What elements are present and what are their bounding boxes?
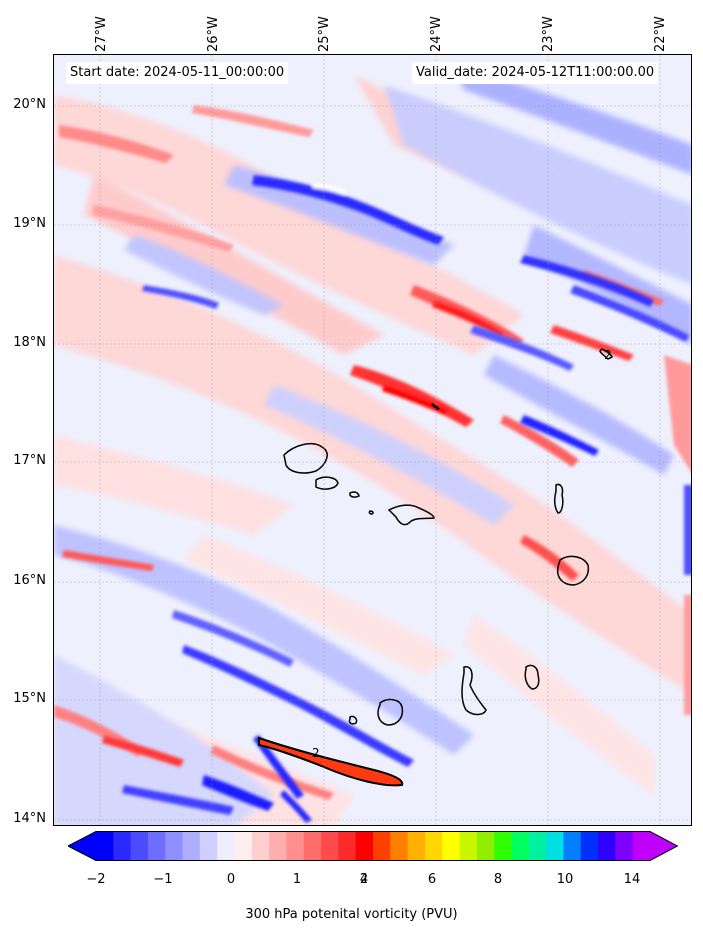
lat-label: 17°N — [13, 453, 46, 468]
lat-label: 19°N — [13, 216, 46, 231]
colorbar-bin — [130, 831, 149, 861]
pv-field: 2 2 — [54, 55, 691, 825]
colorbar-bin — [355, 831, 374, 861]
graticule — [54, 55, 691, 825]
colorbar-tick: −2 — [86, 872, 106, 887]
colorbar-extend-min — [68, 831, 96, 861]
colorbar-bin — [424, 831, 443, 861]
colorbar-bin — [338, 831, 357, 861]
lon-label: 24°W — [429, 16, 444, 52]
colorbar-tick: 10 — [556, 872, 574, 887]
colorbar-bin — [303, 831, 322, 861]
colorbar-tick: 4 — [359, 872, 369, 887]
colorbar-tick: 6 — [427, 872, 437, 887]
colorbar-tick: 1 — [292, 872, 302, 887]
colorbar-label: 300 hPa potenital vorticity (PVU) — [245, 907, 458, 922]
colorbar-bin — [528, 831, 547, 861]
colorbar-bin — [476, 831, 495, 861]
contour-label: 2 — [604, 348, 612, 362]
lat-label: 15°N — [13, 691, 46, 706]
lon-label: 27°W — [94, 16, 109, 52]
colorbar-bin — [580, 831, 599, 861]
colorbar-bin — [442, 831, 461, 861]
colorbar-bin — [286, 831, 305, 861]
colorbar-bin — [407, 831, 426, 861]
pv-map: 2 2 — [53, 54, 692, 826]
lon-label: 23°W — [541, 16, 556, 52]
colorbar-outline — [66, 831, 679, 861]
colorbar-bin — [615, 831, 634, 861]
colorbar-bin — [234, 831, 253, 861]
lat-label: 18°N — [13, 335, 46, 350]
colorbar-bin — [546, 831, 564, 861]
lat-label: 14°N — [13, 811, 46, 826]
pv-contour-filament — [258, 736, 404, 787]
colorbar-tick: 2 — [359, 872, 369, 887]
colorbar-tick: 14 — [623, 872, 641, 887]
colorbar-bin — [563, 831, 582, 861]
colorbar-bin — [494, 831, 512, 861]
start-date-label: Start date: 2024-05-11_00:00:00 — [66, 62, 289, 84]
colorbar-bin — [511, 831, 530, 861]
colorbar-bin — [113, 831, 132, 861]
colorbar-bin — [165, 831, 184, 861]
colorbar-bin — [199, 831, 218, 861]
colorbar-bin — [598, 831, 616, 861]
colorbar-bin — [96, 831, 114, 861]
colorbar — [66, 831, 679, 861]
coastlines — [283, 443, 590, 726]
colorbar-bin — [632, 831, 651, 861]
lon-label: 25°W — [317, 16, 332, 52]
lat-label: 20°N — [13, 97, 46, 112]
colorbar-extend-max — [650, 831, 678, 861]
colorbar-bin — [459, 831, 478, 861]
colorbar-bin — [217, 831, 235, 861]
lon-label: 26°W — [206, 16, 221, 52]
colorbar-bin — [147, 831, 166, 861]
colorbar-bin — [373, 831, 391, 861]
colorbar-tick: −1 — [153, 872, 173, 887]
valid-date-label: Valid_date: 2024-05-12T11:00:00.00 — [412, 62, 659, 84]
colorbar-svg — [66, 831, 679, 861]
colorbar-bin — [321, 831, 339, 861]
colorbar-bin — [251, 831, 270, 861]
colorbar-bin — [269, 831, 287, 861]
lon-label: 22°W — [653, 16, 668, 52]
colorbar-bin — [390, 831, 409, 861]
lat-label: 16°N — [13, 573, 46, 588]
colorbar-tick: 8 — [493, 872, 503, 887]
colorbar-tick: 0 — [226, 872, 236, 887]
contour-label: 2 — [312, 746, 320, 760]
colorbar-bin — [182, 831, 201, 861]
